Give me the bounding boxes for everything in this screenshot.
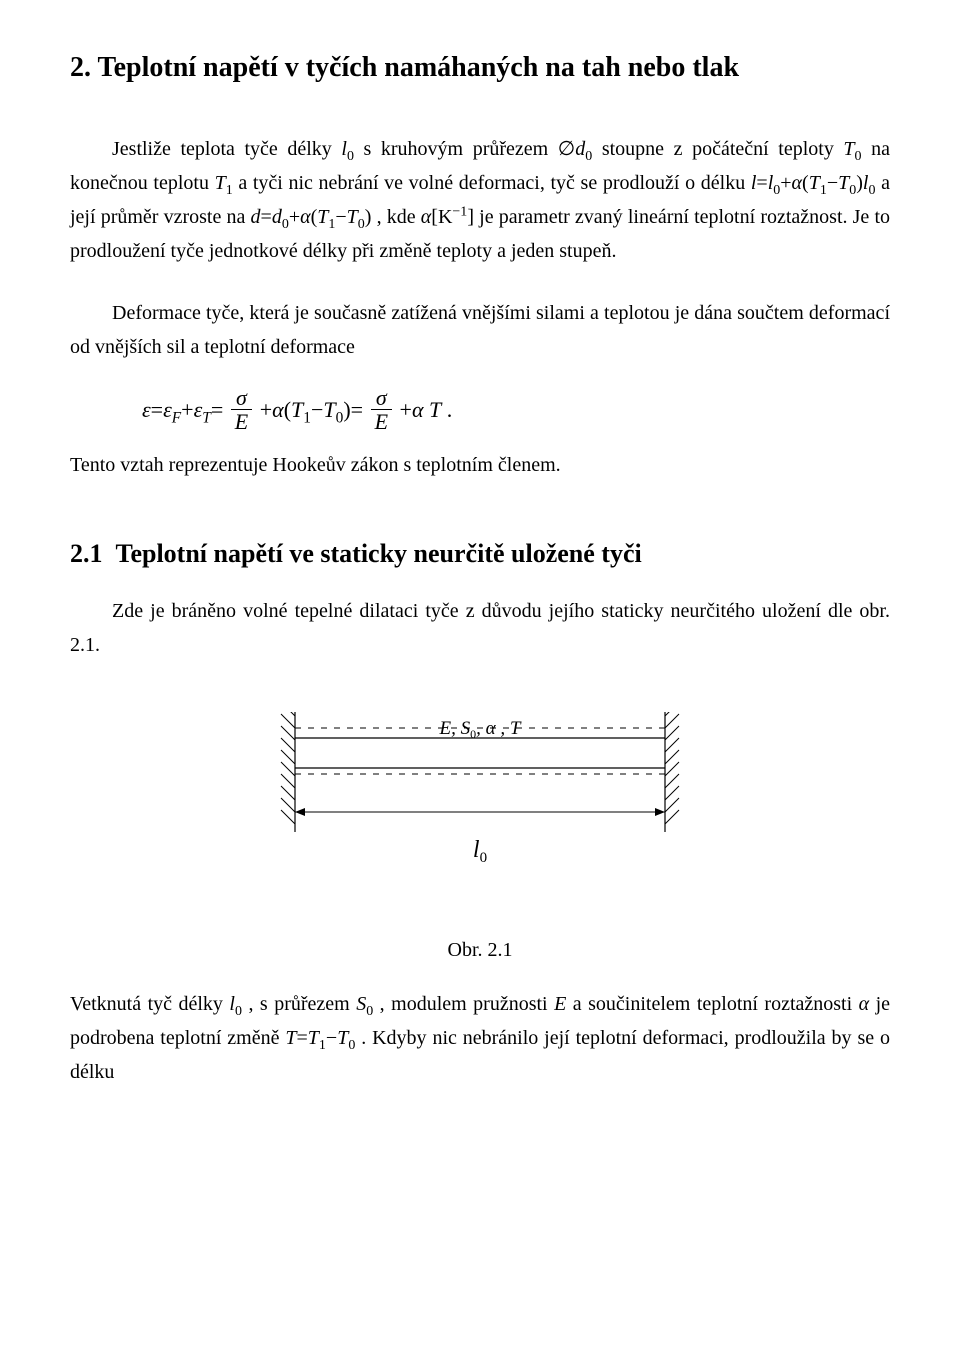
text: , modulem pružnosti — [380, 993, 554, 1015]
text: s kruhovým průřezem — [364, 138, 558, 160]
section-number: 2.1 — [70, 539, 103, 568]
math-alpha: α — [859, 993, 870, 1015]
svg-text:l0: l0 — [473, 837, 487, 866]
text: stoupne z počáteční teploty — [602, 138, 844, 160]
math-t0: T0 — [843, 138, 861, 160]
math-Teq: T=T1−T0 — [285, 1027, 355, 1049]
text: , kde — [377, 206, 421, 228]
equation-strain: ε=εF+εT= σ E +α(T1−T0)= σ E +α T . — [142, 386, 890, 433]
math-E: E — [554, 993, 566, 1015]
math-t1: T1 — [215, 172, 233, 194]
math-alpha-unit: α[K−1] — [421, 206, 474, 228]
eq-mid2: +α T . — [400, 397, 453, 422]
eq-frac1-num: σ — [231, 386, 252, 410]
math-leq: l=l0+α(T1−T0)l0 — [751, 172, 876, 194]
paragraph-3: Tento vztah reprezentuje Hookeův zákon s… — [70, 448, 890, 482]
text: Vetknutá tyč délky — [70, 993, 229, 1015]
paragraph-5: Vetknutá tyč délky l0 , s průřezem S0 , … — [70, 987, 890, 1089]
text: Jestliže teplota tyče délky — [112, 138, 341, 160]
math-d0: ∅d0 — [558, 138, 592, 160]
chapter-title: Teplotní napětí v tyčích namáhaných na t… — [98, 52, 740, 83]
figure-2-1: E, S0, α , T l0 — [70, 712, 890, 893]
text: a tyči nic nebrání ve volné deformaci, t… — [238, 172, 751, 194]
paragraph-4: Zde je bráněno volné tepelné dilataci ty… — [70, 594, 890, 662]
eq-frac1-den: E — [231, 410, 252, 433]
chapter-heading: 2. Teplotní napětí v tyčích namáhaných n… — [70, 50, 890, 86]
eq-frac1: σ E — [231, 386, 252, 433]
chapter-number: 2. — [70, 52, 91, 83]
eq-mid1: +α(T1−T0)= — [260, 397, 363, 422]
math-s0: S0 — [356, 993, 373, 1015]
figure-svg: E, S0, α , T l0 — [240, 712, 720, 882]
text: Deformace tyče, která je současně zatíže… — [70, 302, 890, 358]
figure-caption: Obr. 2.1 — [70, 933, 890, 967]
eq-frac2-num: σ — [371, 386, 392, 410]
figure-caption-text: Obr. 2.1 — [448, 939, 513, 961]
eq-frac2-den: E — [371, 410, 392, 433]
section-heading: 2.1 Teplotní napětí ve staticky neurčitě… — [70, 532, 890, 576]
text: Zde je bráněno volné tepelné dilataci ty… — [70, 600, 890, 656]
svg-text:E, S0, α , T: E, S0, α , T — [439, 718, 522, 741]
paragraph-1: Jestliže teplota tyče délky l0 s kruhový… — [70, 132, 890, 268]
math-l0b: l0 — [229, 993, 242, 1015]
section-title: Teplotní napětí ve staticky neurčitě ulo… — [116, 539, 642, 568]
math-l0: l0 — [341, 138, 354, 160]
text: a součinitelem teplotní roztažnosti — [573, 993, 859, 1015]
eq-lhs: ε=εF+εT= — [142, 397, 229, 422]
math-deq: d=d0+α(T1−T0) — [251, 206, 372, 228]
eq-frac2: σ E — [371, 386, 392, 433]
text: , s průřezem — [248, 993, 356, 1015]
text: Tento vztah reprezentuje Hookeův zákon s… — [70, 454, 561, 476]
paragraph-2: Deformace tyče, která je současně zatíže… — [70, 296, 890, 364]
